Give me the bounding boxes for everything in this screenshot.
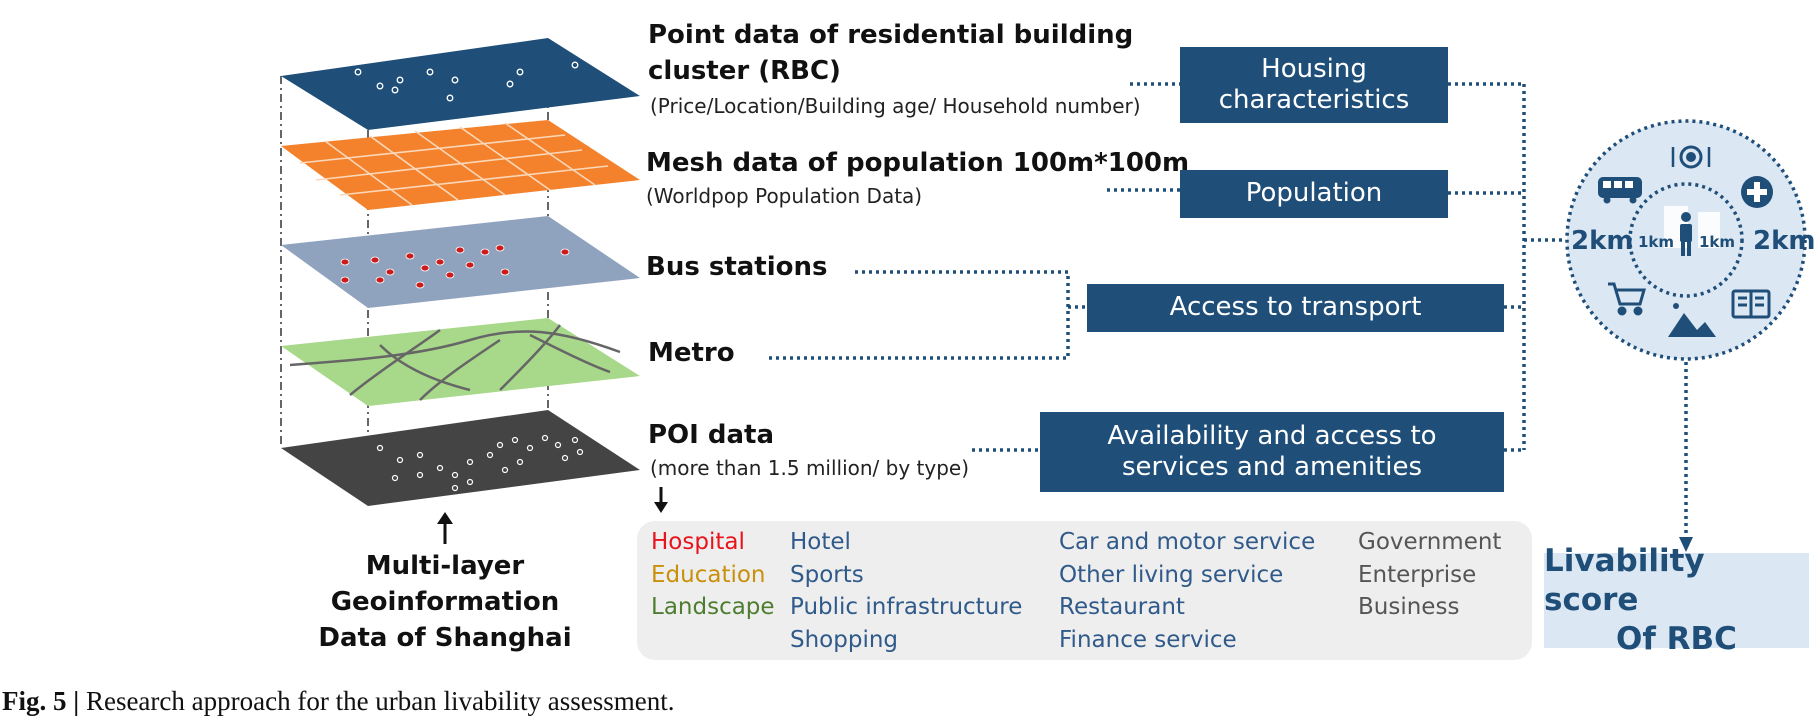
- poi-type-item: Education: [651, 561, 766, 588]
- transport-category-label: Access to transport: [1169, 292, 1422, 323]
- metro-layer-plane: [281, 318, 640, 406]
- services-category-line2: services and amenities: [1121, 452, 1423, 482]
- person-icon: [1680, 212, 1692, 256]
- inner-radius-left-label: 1km: [1638, 233, 1675, 251]
- dining-icon: [1671, 145, 1711, 169]
- outer-radius-right-label: 2km: [1753, 226, 1816, 256]
- rbc-layer-plane: [281, 38, 640, 130]
- book-icon: [1731, 289, 1771, 319]
- poi-layer-dots: [376, 434, 584, 492]
- population-layer-plane: [281, 120, 640, 210]
- dotted-connectors: [765, 82, 1688, 538]
- transport-category-box: Access to transport: [1087, 284, 1504, 332]
- population-grid: [299, 122, 609, 206]
- livability-score-box: Livability score Of RBC: [1544, 543, 1809, 657]
- poi-type-item: Hospital: [651, 529, 745, 555]
- inner-radius-right-label: 1km: [1699, 233, 1736, 251]
- buffer-diagram: [1565, 119, 1807, 361]
- rbc-layer-title-line1: Point data of residential building: [648, 20, 1134, 50]
- poi-type-item: Hotel: [790, 529, 851, 555]
- metro-layer-title: Metro: [648, 338, 735, 368]
- bus-layer-title: Bus stations: [646, 252, 828, 282]
- poi-types-column-2: Hotel Sports Public infrastructure Shopping: [790, 526, 1022, 656]
- outer-radius-left-label: 2km: [1571, 226, 1634, 256]
- services-category-box: Availability and access to services and …: [1040, 412, 1504, 492]
- landscape-icon: [1668, 303, 1716, 337]
- rbc-layer-title-line2: cluster (RBC): [648, 56, 841, 86]
- poi-types-column-4: Government Enterprise Business: [1358, 526, 1501, 624]
- stack-label-line3: Data of Shanghai: [318, 623, 572, 653]
- housing-category-box: Housing characteristics: [1180, 47, 1448, 123]
- population-category-label: Population: [1245, 178, 1383, 209]
- down-arrow-icon: [654, 487, 668, 513]
- population-category-box: Population: [1180, 170, 1448, 218]
- housing-category-line1: Housing: [1261, 53, 1367, 84]
- bus-layer-plane: [281, 216, 640, 308]
- population-layer-subtitle: (Worldpop Population Data): [646, 184, 923, 208]
- poi-types-column-3: Car and motor service Other living servic…: [1059, 526, 1315, 656]
- score-arrow-head: [1679, 537, 1693, 552]
- poi-type-item: Restaurant: [1059, 594, 1185, 620]
- poi-type-item: Public infrastructure: [790, 594, 1023, 620]
- rbc-points: [354, 61, 579, 102]
- poi-layer-title: POI data: [648, 420, 775, 450]
- poi-type-item: Government: [1358, 529, 1502, 555]
- poi-type-item: Sports: [790, 561, 864, 588]
- stack-label: Multi-layer Geoinformation Data of Shang…: [300, 548, 590, 656]
- housing-category-line2: characteristics: [1218, 85, 1410, 115]
- livability-score-line1: Livability score: [1544, 543, 1705, 619]
- figure-caption: Fig. 5 | Research approach for the urban…: [2, 686, 675, 717]
- population-layer-title: Mesh data of population 100m*100m: [646, 148, 1190, 178]
- poi-type-item: Car and motor service: [1059, 529, 1316, 555]
- stack-label-line1: Multi-layer: [365, 551, 525, 581]
- poi-layer-subtitle: (more than 1.5 million/ by type): [650, 456, 970, 480]
- bus-icon: [1598, 177, 1642, 204]
- poi-type-item: Enterprise: [1358, 561, 1477, 588]
- figure-caption-label: Fig. 5 |: [2, 686, 80, 716]
- stack-label-line2: Geoinformation: [330, 587, 560, 617]
- poi-type-item: Shopping: [790, 626, 899, 653]
- livability-score-line2: Of RBC: [1616, 620, 1737, 657]
- poi-type-item: Other living service: [1059, 561, 1284, 588]
- bus-station-dots: [340, 244, 570, 289]
- poi-type-item: Finance service: [1059, 626, 1237, 653]
- poi-type-item: Business: [1358, 594, 1460, 620]
- poi-types-column-1: Hospital Education Landscape: [651, 526, 775, 624]
- services-category-line1: Availability and access to: [1107, 420, 1437, 451]
- hospital-icon: [1741, 176, 1773, 208]
- poi-layer-plane: [281, 410, 640, 506]
- poi-types-panel: [637, 521, 1532, 660]
- figure-caption-text: Research approach for the urban livabili…: [85, 686, 675, 716]
- up-arrow-icon: [437, 512, 453, 544]
- poi-type-item: Landscape: [651, 594, 775, 620]
- metro-lines: [289, 324, 621, 401]
- shopping-cart-icon: [1608, 282, 1646, 316]
- rbc-layer-subtitle: (Price/Location/Building age/ Household …: [650, 94, 1141, 118]
